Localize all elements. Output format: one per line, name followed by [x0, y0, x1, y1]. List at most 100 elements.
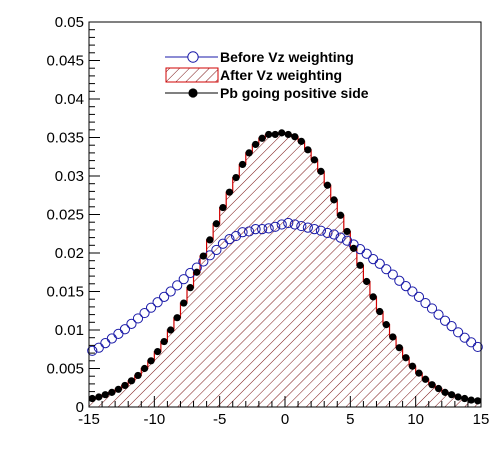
- pb-point: [421, 375, 430, 383]
- before-vz-point: [165, 286, 176, 297]
- before-vz-point: [224, 234, 235, 245]
- legend-marker-before: [187, 51, 199, 63]
- y-tick-label: 0.035: [46, 130, 84, 147]
- before-vz-point: [257, 224, 268, 235]
- before-vz-point: [270, 221, 281, 232]
- y-tick-label: 0.025: [46, 207, 84, 224]
- before-vz-point: [172, 280, 183, 291]
- pb-point: [323, 181, 332, 189]
- pb-point: [448, 391, 456, 399]
- pb-point: [212, 220, 220, 228]
- x-tick-label: 15: [473, 411, 490, 428]
- y-tick-label: 0: [76, 399, 84, 416]
- pb-point: [408, 362, 416, 370]
- pb-point: [415, 369, 423, 377]
- before-vz-point: [263, 223, 274, 234]
- before-vz-point: [243, 226, 255, 237]
- pb-point: [193, 268, 201, 276]
- before-vz-point: [374, 258, 385, 269]
- before-vz-point: [302, 222, 313, 233]
- before-vz-point: [433, 309, 444, 320]
- pb-point: [232, 173, 240, 182]
- y-tick-label: 0.005: [46, 361, 84, 378]
- pb-point: [291, 133, 299, 141]
- pb-point: [225, 188, 234, 196]
- before-vz-point: [446, 321, 457, 332]
- pb-point: [376, 307, 384, 316]
- before-vz-point: [472, 341, 483, 353]
- pb-point: [467, 396, 475, 404]
- pb-point: [88, 394, 96, 403]
- y-tick-label: 0.04: [55, 91, 84, 108]
- pb-point: [369, 293, 377, 301]
- pb-point: [363, 277, 371, 286]
- pb-point: [121, 381, 129, 390]
- before-vz-point: [276, 219, 287, 230]
- x-tick-label: 5: [346, 411, 354, 428]
- pb-point: [343, 227, 351, 236]
- pb-point: [395, 344, 403, 352]
- pb-point: [108, 388, 116, 396]
- pb-point: [441, 388, 449, 396]
- pb-point: [350, 244, 358, 252]
- before-vz-point: [139, 307, 150, 319]
- before-vz-point: [328, 229, 340, 240]
- pb-point: [114, 385, 122, 393]
- before-vz-point: [439, 315, 451, 326]
- pb-point: [186, 284, 194, 292]
- x-tick-label: -15: [78, 411, 100, 428]
- before-vz-point: [152, 297, 163, 308]
- before-vz-point: [126, 318, 137, 329]
- before-vz-point: [309, 224, 320, 235]
- pb-point: [389, 333, 397, 341]
- legend-marker-after: [165, 67, 219, 83]
- pb-point: [336, 211, 345, 219]
- y-tick-label: 0.015: [46, 284, 84, 301]
- before-vz-point: [361, 248, 372, 259]
- pb-point: [134, 371, 142, 380]
- pb-point: [434, 384, 443, 393]
- pb-point: [95, 393, 103, 401]
- pb-point: [245, 149, 253, 157]
- before-vz-point: [315, 225, 327, 236]
- before-vz-point: [296, 220, 307, 232]
- pb-point: [461, 394, 469, 403]
- before-vz-point: [237, 227, 248, 238]
- pb-point: [284, 130, 292, 139]
- y-tick-label: 0.01: [55, 322, 84, 339]
- pb-point: [304, 146, 312, 154]
- pb-point: [140, 364, 149, 373]
- pb-point: [238, 160, 247, 169]
- pb-point: [317, 167, 325, 175]
- before-vz-point: [119, 324, 131, 335]
- before-vz-point: [87, 345, 98, 356]
- legend: Before Vz weighting After Vz weighting Pb …: [165, 49, 369, 101]
- before-vz-point: [426, 303, 438, 314]
- before-vz-point: [178, 274, 189, 285]
- pb-point: [127, 377, 136, 385]
- before-vz-point: [145, 302, 157, 313]
- histogram-hatch-fill: [89, 132, 481, 407]
- x-tick-label: 0: [281, 411, 289, 428]
- pb-point: [173, 314, 181, 322]
- legend-marker-pb: [188, 88, 198, 98]
- pb-point: [154, 347, 162, 356]
- before-vz-point: [211, 244, 222, 256]
- pb-point: [428, 381, 436, 389]
- before-vz-point: [387, 269, 398, 280]
- before-vz-point: [132, 313, 144, 324]
- pb-point: [265, 130, 273, 139]
- pb-point: [252, 140, 260, 149]
- before-vz-point: [283, 217, 294, 229]
- pb-point: [310, 156, 318, 164]
- pb-point: [297, 137, 305, 145]
- y-tick-label: 0.03: [55, 168, 84, 185]
- before-vz-point: [400, 281, 411, 292]
- pb-point: [382, 321, 390, 329]
- pb-point: [180, 299, 188, 307]
- y-tick-label: 0.02: [55, 245, 84, 262]
- before-vz-weighting-series: [87, 217, 483, 356]
- pb-point: [160, 337, 168, 346]
- before-vz-point: [407, 286, 418, 297]
